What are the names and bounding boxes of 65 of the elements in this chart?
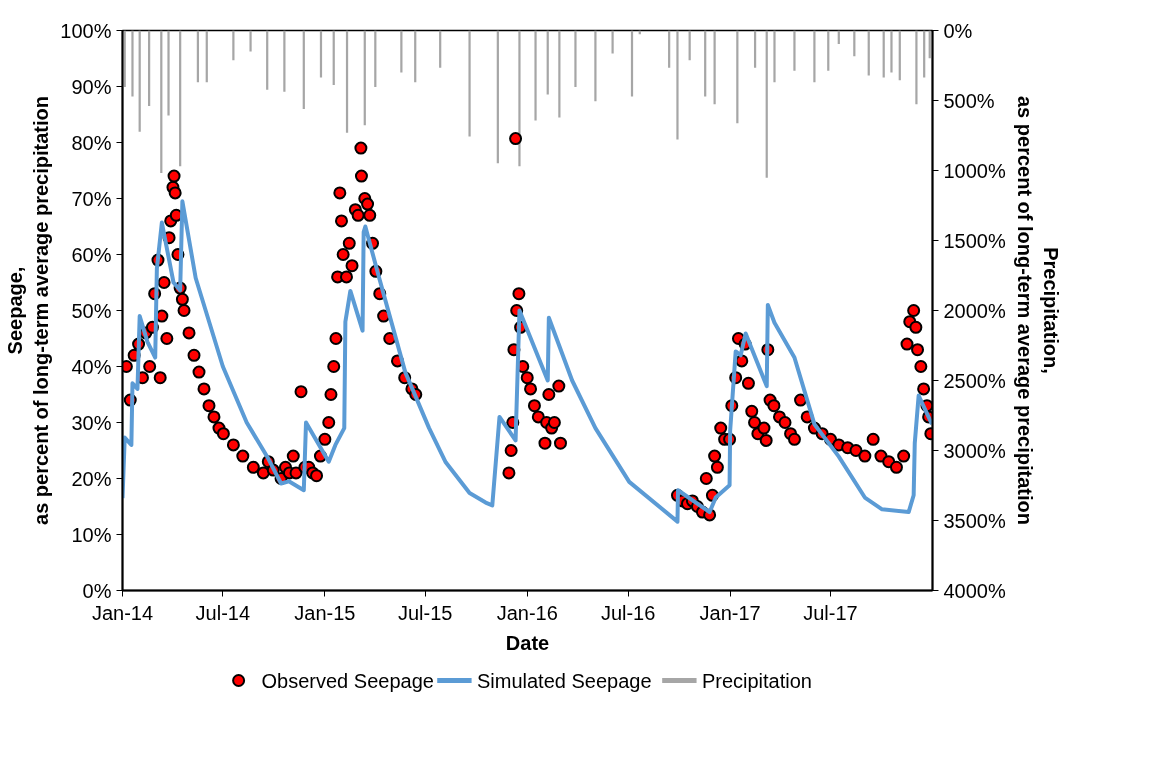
bar <box>266 30 269 90</box>
bar <box>765 30 768 178</box>
y-tick-label: 50% <box>71 299 112 322</box>
x-tick-label: Jul-16 <box>600 601 656 624</box>
bar <box>890 30 893 73</box>
bar <box>713 30 716 105</box>
y-tick-label: 30% <box>71 411 112 434</box>
bar <box>374 30 377 87</box>
bar <box>676 30 679 140</box>
bar <box>518 30 521 167</box>
y2-tick-label: 3000% <box>943 439 1006 462</box>
x-axis-title: Date <box>505 631 550 654</box>
legend-label: Observed Seepage <box>261 669 434 692</box>
bar <box>793 30 796 71</box>
y2-axis-title: Precipitation, as percent of long-term average precipitation <box>1013 96 1063 525</box>
bar <box>558 30 561 118</box>
x-tick-label: Jan-17 <box>699 601 761 624</box>
bar <box>249 30 252 52</box>
bar <box>468 30 471 137</box>
x-tick-label: Jan-15 <box>294 601 356 624</box>
bar <box>167 30 170 116</box>
y2-tick-label: 1000% <box>943 159 1006 182</box>
y2-tick-label: 4000% <box>943 579 1006 602</box>
y2-tick-label: 0% <box>943 19 973 42</box>
y2-tick-label: 1500% <box>943 229 1006 252</box>
bar <box>915 30 918 105</box>
x-tick-label: Jul-14 <box>195 601 251 624</box>
bar <box>363 30 366 126</box>
bar <box>138 30 141 132</box>
bar <box>179 30 182 167</box>
bar <box>773 30 776 83</box>
bar <box>594 30 597 102</box>
y2-tick-label: 3500% <box>943 509 1006 532</box>
bar <box>813 30 816 83</box>
bar <box>400 30 403 73</box>
x-tick-label: Jan-14 <box>91 601 154 624</box>
y-tick-label: 20% <box>71 467 112 490</box>
y-tick-label: 60% <box>71 243 112 266</box>
y-axis-title: Seepage, as percent of long-term average precipitation <box>3 96 53 525</box>
bar <box>546 30 549 95</box>
y-tick-label: 70% <box>71 187 112 210</box>
bar <box>345 30 349 133</box>
y-tick-label: 100% <box>60 19 112 42</box>
bar <box>574 30 577 87</box>
legend-label: Precipitation <box>701 669 812 692</box>
bar <box>302 30 305 109</box>
y2-tick-label: 2000% <box>943 299 1006 322</box>
bar <box>131 30 134 97</box>
y-tick-label: 80% <box>71 131 112 154</box>
y2-tick-label: 2500% <box>943 369 1006 392</box>
bar <box>123 30 126 87</box>
y2-tick-label: 500% <box>943 89 995 112</box>
bar <box>827 30 830 71</box>
y-tick-label: 90% <box>71 75 112 98</box>
x-tick-label: Jul-17 <box>803 601 858 624</box>
y-tick-label: 40% <box>71 355 112 378</box>
bar <box>611 30 614 54</box>
legend-label: Simulated Seepage <box>476 669 652 692</box>
y-tick-label: 0% <box>82 579 112 602</box>
x-tick-label: Jan-16 <box>496 601 558 624</box>
bar <box>160 30 163 174</box>
y-tick-label: 10% <box>71 523 112 546</box>
x-tick-label: Jul-15 <box>397 601 453 624</box>
bar <box>534 30 537 121</box>
bar <box>283 30 286 92</box>
